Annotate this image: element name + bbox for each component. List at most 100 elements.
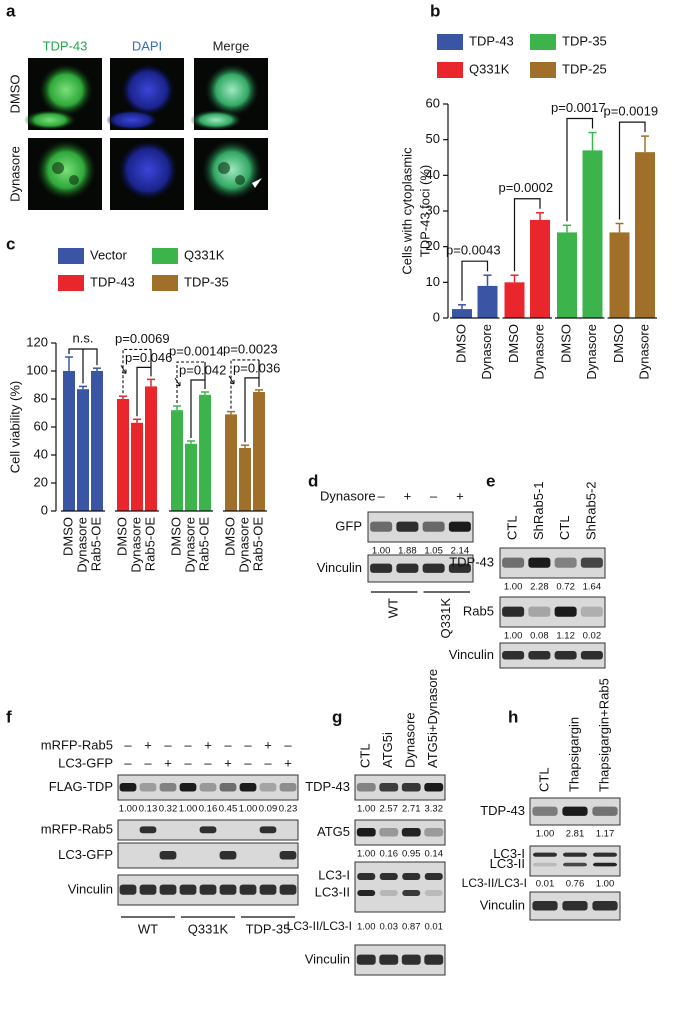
nucleus [205, 64, 259, 116]
y-axis-label: Cell viability (%) [7, 381, 22, 473]
y-axis-label: TDP-43 foci (%) [417, 165, 432, 257]
band [379, 828, 399, 837]
bar [199, 394, 211, 511]
band [563, 862, 587, 867]
band [502, 606, 525, 617]
band [593, 852, 617, 857]
band [357, 890, 376, 896]
band [259, 826, 277, 834]
blot-label: LC3-I [318, 867, 350, 882]
band [219, 851, 237, 860]
band [219, 783, 237, 792]
blot [117, 842, 299, 869]
bar [185, 443, 197, 511]
condition-sign: + [224, 755, 232, 770]
column-header: TDP-43 [43, 38, 88, 53]
group-label: TDP-35 [246, 921, 291, 936]
band [593, 862, 617, 867]
p-value: p=0.0017 [551, 100, 606, 115]
quantification: 2.57 [380, 804, 399, 815]
blot-label: mRFP-Rab5 [41, 821, 113, 836]
nucleus [202, 140, 262, 200]
significance-bracket [176, 361, 205, 403]
column-header: Merge [213, 38, 250, 53]
blot-label: LC3-II [315, 884, 350, 899]
band [448, 521, 471, 532]
band [424, 828, 444, 837]
band [396, 521, 419, 532]
bar [171, 410, 183, 511]
quantification: 1.00 [357, 804, 376, 815]
band [139, 826, 157, 834]
nucleus [39, 64, 93, 116]
treatment-sign: + [404, 488, 412, 503]
lane-label: Dynasore [403, 712, 418, 768]
band [528, 651, 551, 660]
band [239, 783, 257, 792]
band [356, 828, 376, 837]
condition-sign: + [164, 755, 172, 770]
x-tick-label: Dynasore [479, 324, 494, 380]
band [159, 851, 177, 860]
significance-bracket [136, 366, 152, 417]
band [424, 890, 443, 896]
bar [117, 399, 129, 511]
x-tick-label: Dynasore [636, 324, 651, 380]
band [554, 606, 577, 617]
x-tick-label: DMSO [453, 324, 468, 363]
treatment-label: Dynasore [320, 488, 376, 503]
treatment-sign: + [456, 488, 464, 503]
significance-bracket [618, 121, 646, 220]
band [139, 783, 157, 792]
condition-sign: – [244, 737, 252, 752]
legend-swatch [58, 275, 84, 291]
y-tick-label: 20 [426, 238, 440, 253]
quantification: 0.32 [159, 804, 178, 815]
band [448, 563, 471, 573]
ratio-label: LC3-II/LC3-I [462, 876, 527, 890]
bar [91, 371, 103, 511]
legend-swatch [58, 248, 84, 264]
band [356, 783, 376, 792]
quantification: 1.00 [119, 804, 138, 815]
bar [477, 285, 498, 318]
band [370, 563, 393, 573]
condition-sign: – [164, 737, 172, 752]
nucleolus [218, 162, 230, 174]
y-tick-label: 80 [34, 390, 48, 405]
row-label: Dynasore [7, 146, 22, 202]
legend-swatch [152, 275, 178, 291]
quantification: 1.00 [372, 546, 391, 557]
nucleus [36, 140, 96, 200]
band [502, 651, 525, 660]
band [259, 783, 277, 792]
condition-label: LC3-GFP [58, 755, 113, 770]
quantification: 1.05 [424, 546, 443, 557]
nucleolus [52, 162, 64, 174]
x-tick-label: Dynasore [128, 517, 143, 573]
p-value: p=0.0023 [223, 341, 278, 356]
band [401, 828, 421, 837]
legend-label: TDP-35 [184, 274, 229, 289]
x-tick-label: DMSO [222, 517, 237, 556]
condition-sign: + [264, 737, 272, 752]
nucleus [106, 110, 158, 130]
quantification: 2.71 [402, 804, 421, 815]
lane-label: ShRab5-1 [531, 481, 546, 540]
y-tick-label: 20 [34, 474, 48, 489]
band [396, 563, 419, 573]
lane-label: Thapsigargin+Rab5 [596, 678, 611, 792]
condition-label: mRFP-Rab5 [41, 737, 113, 752]
band [528, 606, 551, 617]
band [562, 900, 588, 911]
band [199, 826, 217, 834]
blot-label: LC3-II [490, 856, 525, 871]
bar [253, 392, 265, 511]
panel-label: g [332, 707, 342, 726]
condition-sign: + [204, 737, 212, 752]
significance-bracket [230, 359, 259, 409]
x-tick-label: Rab5-OE [88, 517, 103, 572]
band [159, 783, 177, 792]
significance-bracket [122, 348, 151, 394]
y-tick-label: 120 [26, 334, 48, 349]
